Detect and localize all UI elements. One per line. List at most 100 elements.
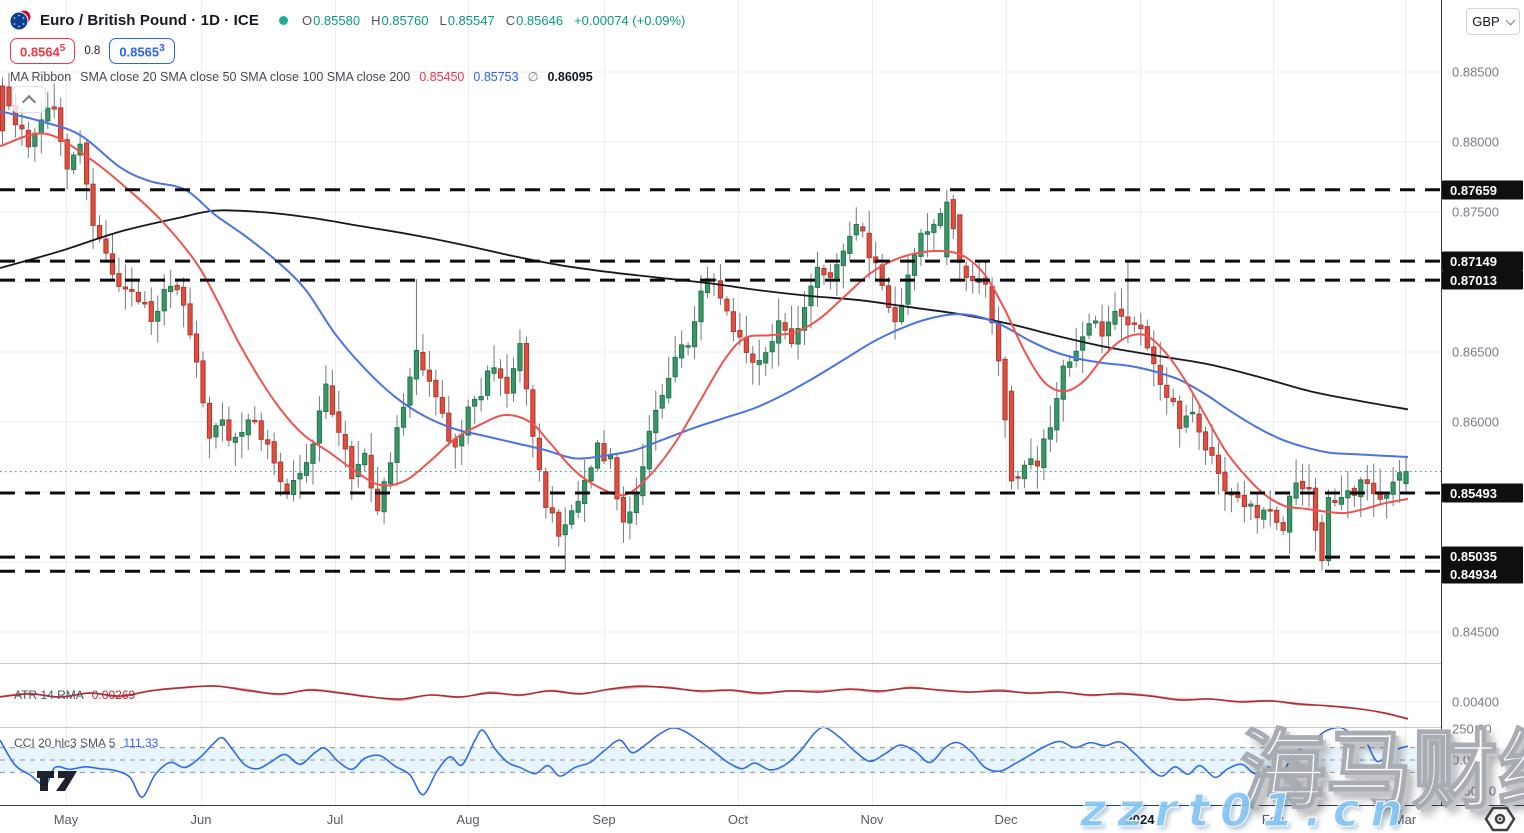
candle-down[interactable] [717, 280, 724, 299]
time-tick-label[interactable]: Dec [994, 812, 1018, 827]
candle-up[interactable] [801, 307, 808, 331]
candle-down[interactable] [950, 199, 956, 230]
candle-up[interactable] [575, 500, 581, 513]
candle-down[interactable] [556, 511, 562, 537]
candle-down[interactable] [1306, 487, 1312, 490]
candle-down[interactable] [90, 183, 96, 226]
candle-down[interactable] [174, 284, 180, 291]
candle-down[interactable] [206, 402, 213, 439]
candle-up[interactable] [290, 479, 297, 496]
candle-down[interactable] [129, 288, 135, 292]
candle-up[interactable] [472, 398, 478, 407]
candle-down[interactable] [278, 461, 284, 483]
candle-up[interactable] [1358, 479, 1364, 498]
candle-down[interactable] [995, 322, 1002, 362]
candle-up[interactable] [1390, 481, 1396, 495]
candle-up[interactable] [1403, 471, 1409, 485]
candle-up[interactable] [1248, 503, 1254, 507]
candle-up[interactable] [905, 274, 911, 305]
candle-up[interactable] [297, 472, 303, 480]
time-tick-label[interactable]: Aug [456, 812, 479, 827]
candle-down[interactable] [1254, 505, 1260, 519]
candle-up[interactable] [814, 266, 821, 288]
cci-legend[interactable]: CCI 20 hlc3 SMA 5 111.33 [14, 736, 158, 750]
candle-down[interactable] [730, 311, 736, 333]
candle-down[interactable] [349, 446, 355, 480]
candle-up[interactable] [653, 409, 659, 434]
candle-down[interactable] [193, 333, 200, 363]
candle-up[interactable] [1396, 472, 1403, 481]
candle-down[interactable] [536, 437, 542, 471]
candle-down[interactable] [420, 352, 426, 371]
candle-down[interactable] [530, 389, 536, 437]
candle-up[interactable] [1338, 497, 1344, 505]
candle-up[interactable] [245, 419, 251, 436]
candle-up[interactable] [310, 443, 316, 464]
candle-up[interactable] [465, 406, 471, 436]
candle-up[interactable] [685, 345, 691, 348]
candle-up[interactable] [1287, 495, 1293, 533]
candle-up[interactable] [646, 430, 652, 470]
candle-up[interactable] [478, 395, 484, 401]
candle-down[interactable] [724, 298, 730, 312]
candle-up[interactable] [407, 376, 413, 406]
candle-up[interactable] [607, 455, 614, 460]
candle-down[interactable] [1099, 321, 1105, 337]
candle-up[interactable] [362, 452, 368, 466]
candle-up[interactable] [847, 235, 853, 254]
candle-down[interactable] [1299, 480, 1306, 490]
candle-down[interactable] [1170, 397, 1176, 403]
candle-down[interactable] [1164, 384, 1170, 398]
candle-down[interactable] [1118, 308, 1125, 317]
candle-down[interactable] [1319, 522, 1325, 562]
candle-down[interactable] [375, 488, 381, 512]
candle-up[interactable] [413, 350, 420, 380]
candle-up[interactable] [323, 383, 329, 413]
candle-up[interactable] [303, 462, 310, 476]
candle-up[interactable] [168, 285, 174, 293]
candle-down[interactable] [866, 232, 872, 259]
candle-down[interactable] [1034, 460, 1040, 467]
currency-toggle-button[interactable]: GBP [1466, 8, 1520, 35]
candle-up[interactable] [588, 467, 594, 482]
candle-down[interactable] [504, 376, 510, 394]
candle-up[interactable] [1080, 336, 1086, 351]
candle-down[interactable] [64, 139, 70, 170]
candle-down[interactable] [1222, 471, 1228, 491]
candle-up[interactable] [161, 289, 167, 312]
candle-up[interactable] [937, 213, 943, 227]
candle-down[interactable] [750, 353, 756, 363]
candle-up[interactable] [1261, 509, 1267, 520]
candle-down[interactable] [1131, 322, 1138, 325]
candle-down[interactable] [329, 385, 335, 415]
candle-down[interactable] [620, 496, 627, 523]
candle-down[interactable] [1196, 413, 1202, 433]
candle-up[interactable] [562, 524, 568, 536]
price-axis[interactable] [1442, 0, 1524, 805]
candle-up[interactable] [400, 406, 407, 428]
candle-down[interactable] [103, 238, 109, 254]
candle-down[interactable] [0, 85, 6, 132]
candle-up[interactable] [931, 223, 937, 233]
candle-up[interactable] [795, 328, 801, 345]
candle-down[interactable] [1202, 431, 1209, 451]
candle-down[interactable] [51, 106, 57, 110]
candle-down[interactable] [970, 275, 976, 282]
atr-raw-line[interactable] [0, 685, 1409, 719]
candle-down[interactable] [892, 307, 898, 323]
candle-up[interactable] [491, 367, 497, 374]
candle-down[interactable] [258, 420, 264, 440]
candle-up[interactable] [1092, 320, 1099, 324]
candle-down[interactable] [1241, 494, 1247, 507]
candle-up[interactable] [659, 394, 665, 409]
time-tick-label[interactable]: Mar [1394, 812, 1417, 827]
candle-down[interactable] [200, 360, 206, 404]
candle-up[interactable] [691, 321, 698, 348]
candle-down[interactable] [1157, 364, 1163, 385]
candle-down[interactable] [989, 285, 995, 324]
candle-up[interactable] [944, 201, 950, 258]
candle-down[interactable] [336, 411, 342, 433]
candle-up[interactable] [381, 481, 387, 513]
candle-down[interactable] [523, 342, 530, 390]
candle-down[interactable] [6, 86, 12, 107]
